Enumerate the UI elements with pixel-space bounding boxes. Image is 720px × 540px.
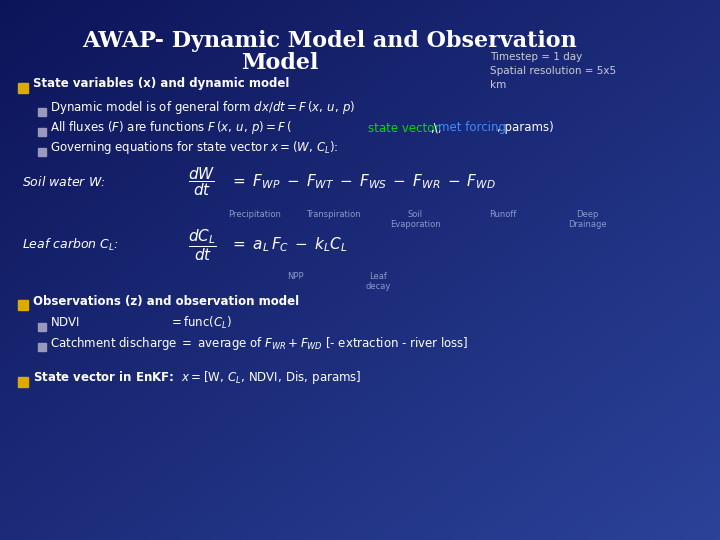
Bar — [38, 343, 46, 351]
Text: State vector in EnKF:  $x = [\mathrm{W},\, C_L,\, \mathrm{NDVI},\, \mathrm{Dis},: State vector in EnKF: $x = [\mathrm{W},\… — [33, 369, 361, 387]
Text: state vector: state vector — [368, 122, 439, 134]
Text: Leaf
decay: Leaf decay — [365, 272, 391, 292]
Bar — [38, 108, 46, 116]
Text: Timestep = 1 day
Spatial resolution = 5x5
km: Timestep = 1 day Spatial resolution = 5x… — [490, 52, 616, 90]
Text: $= \; a_L \, F_C \; - \; k_L C_L$: $= \; a_L \, F_C \; - \; k_L C_L$ — [230, 235, 348, 254]
Text: Leaf carbon $C_L$:: Leaf carbon $C_L$: — [22, 237, 119, 253]
Bar — [18, 377, 28, 387]
Text: NPP: NPP — [287, 272, 303, 281]
Text: Governing equations for state vector $x = (W,\, C_L)$:: Governing equations for state vector $x … — [50, 139, 338, 157]
Bar — [38, 148, 46, 156]
Text: $\dfrac{dW}{dt}$: $\dfrac{dW}{dt}$ — [188, 166, 215, 198]
Text: $\dfrac{dC_L}{dt}$: $\dfrac{dC_L}{dt}$ — [188, 227, 217, 263]
Text: $= \; F_{WP} \; - \; F_{WT} \; - \; F_{WS} \; - \; F_{WR} \; - \; F_{WD}$: $= \; F_{WP} \; - \; F_{WT} \; - \; F_{W… — [230, 173, 496, 191]
Bar — [38, 323, 46, 331]
Text: Transpiration: Transpiration — [306, 210, 360, 219]
Text: Deep
Drainage: Deep Drainage — [567, 210, 606, 230]
Text: Model: Model — [241, 52, 319, 74]
Text: Soil
Evaporation: Soil Evaporation — [390, 210, 441, 230]
Text: Precipitation: Precipitation — [228, 210, 282, 219]
Text: State variables (x) and dynamic model: State variables (x) and dynamic model — [33, 78, 289, 91]
Text: Observations (z) and observation model: Observations (z) and observation model — [33, 294, 299, 307]
Text: ,\,: ,\, — [430, 122, 441, 134]
Text: All fluxes ($F$) are functions $F\,(x,\,u,\,p) = F\,($: All fluxes ($F$) are functions $F\,(x,\,… — [50, 119, 292, 137]
Text: , params): , params) — [497, 122, 554, 134]
Text: Dynamic model is of general form $dx/dt = F\,(x,\,u,\,p)$: Dynamic model is of general form $dx/dt … — [50, 99, 355, 117]
Bar — [38, 128, 46, 136]
Text: NDVI                        $= \mathrm{func}(C_L)$: NDVI $= \mathrm{func}(C_L)$ — [50, 315, 232, 331]
Text: AWAP- Dynamic Model and Observation: AWAP- Dynamic Model and Observation — [83, 30, 577, 52]
Bar — [18, 300, 28, 310]
Text: Catchment discharge $=$ average of $F_{WR} + F_{WD}$ [- extraction - river loss]: Catchment discharge $=$ average of $F_{W… — [50, 334, 469, 352]
Bar — [18, 83, 28, 93]
Text: Soil water $W$:: Soil water $W$: — [22, 175, 106, 189]
Text: met forcing: met forcing — [438, 122, 506, 134]
Text: Runoff: Runoff — [490, 210, 517, 219]
